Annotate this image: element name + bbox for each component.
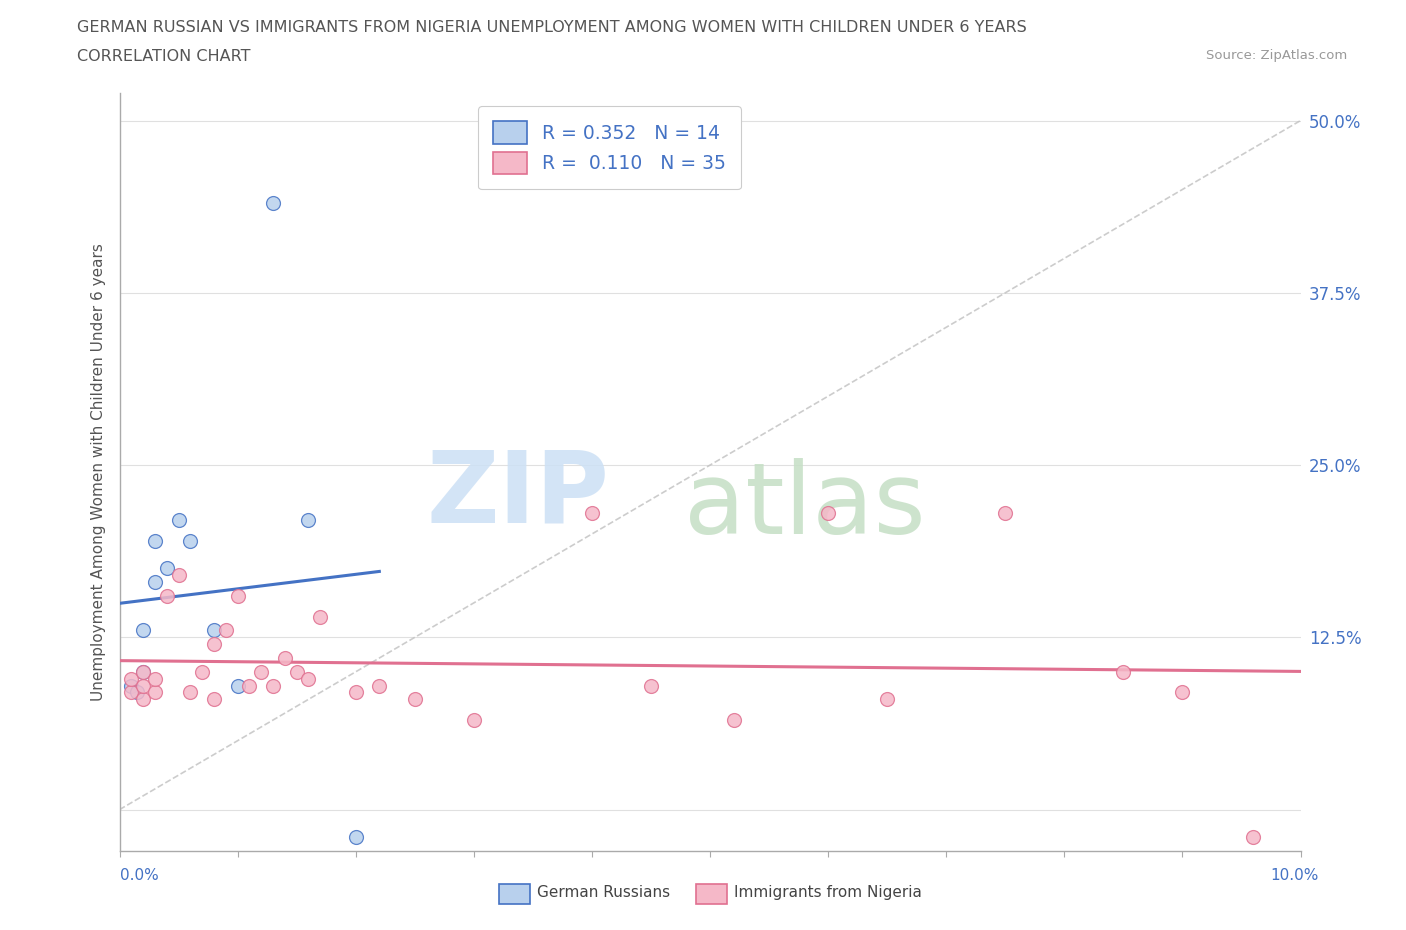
Point	[143, 575, 166, 590]
Point	[179, 685, 201, 700]
Point	[120, 678, 142, 693]
Point	[156, 561, 179, 576]
Text: CORRELATION CHART: CORRELATION CHART	[77, 49, 250, 64]
Point	[179, 534, 201, 549]
Text: 0.0%: 0.0%	[120, 868, 159, 883]
Point	[120, 671, 142, 686]
Point	[127, 685, 149, 700]
Point	[202, 637, 225, 652]
Point	[226, 678, 249, 693]
Text: Immigrants from Nigeria: Immigrants from Nigeria	[734, 885, 922, 900]
Point	[132, 692, 155, 707]
Point	[285, 664, 308, 679]
Point	[723, 712, 745, 727]
Point	[132, 664, 155, 679]
Point	[143, 534, 166, 549]
Text: Source: ZipAtlas.com: Source: ZipAtlas.com	[1206, 49, 1347, 62]
Point	[132, 623, 155, 638]
Point	[1241, 830, 1264, 844]
Legend: R = 0.352   N = 14, R =  0.110   N = 35: R = 0.352 N = 14, R = 0.110 N = 35	[478, 106, 741, 190]
Point	[167, 568, 190, 583]
Point	[250, 664, 273, 679]
Point	[120, 685, 142, 700]
Point	[876, 692, 898, 707]
Point	[262, 678, 284, 693]
Point	[132, 664, 155, 679]
Point	[817, 506, 839, 521]
Point	[156, 589, 179, 604]
Point	[344, 830, 367, 844]
Point	[344, 685, 367, 700]
Text: GERMAN RUSSIAN VS IMMIGRANTS FROM NIGERIA UNEMPLOYMENT AMONG WOMEN WITH CHILDREN: GERMAN RUSSIAN VS IMMIGRANTS FROM NIGERI…	[77, 20, 1026, 35]
Text: 10.0%: 10.0%	[1271, 868, 1319, 883]
Point	[404, 692, 426, 707]
Point	[309, 609, 332, 624]
Point	[994, 506, 1017, 521]
Text: German Russians: German Russians	[537, 885, 671, 900]
Point	[143, 671, 166, 686]
Text: atlas: atlas	[683, 458, 925, 554]
Point	[463, 712, 485, 727]
Point	[143, 685, 166, 700]
Point	[581, 506, 603, 521]
Point	[640, 678, 662, 693]
Point	[1112, 664, 1135, 679]
Point	[1171, 685, 1194, 700]
Point	[297, 671, 319, 686]
Point	[132, 678, 155, 693]
Point	[238, 678, 260, 693]
Point	[215, 623, 238, 638]
Point	[274, 651, 297, 666]
Point	[262, 196, 284, 211]
Point	[226, 589, 249, 604]
Point	[297, 512, 319, 527]
Y-axis label: Unemployment Among Women with Children Under 6 years: Unemployment Among Women with Children U…	[90, 243, 105, 701]
Point	[202, 692, 225, 707]
Point	[167, 512, 190, 527]
Point	[368, 678, 391, 693]
Text: ZIP: ZIP	[427, 446, 610, 543]
Point	[202, 623, 225, 638]
Point	[191, 664, 214, 679]
